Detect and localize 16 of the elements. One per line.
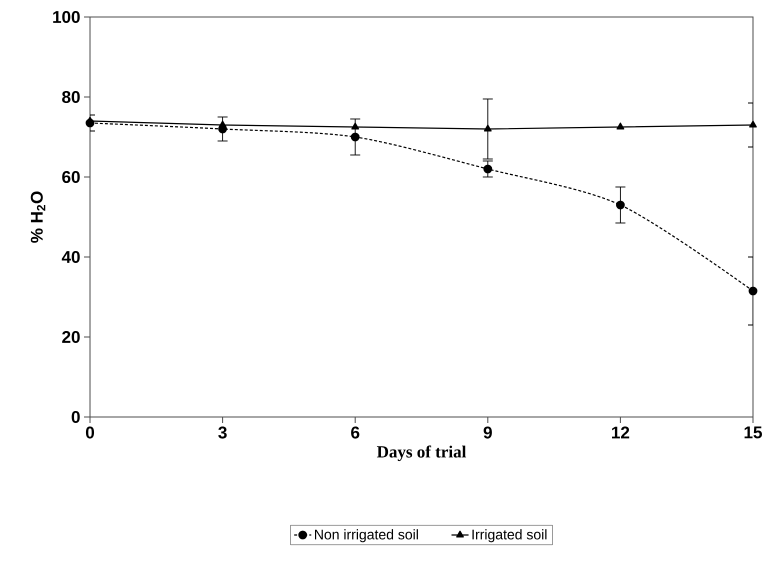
y-axis-title: % H$_{2}$O	[30, 191, 46, 243]
y-tick-label: 20	[62, 330, 80, 344]
legend-label: Irrigated soil	[472, 529, 546, 542]
y-tick-label: 60	[62, 170, 80, 184]
y-tick-label: 100	[53, 10, 80, 24]
y-tick-label: 80	[62, 90, 80, 104]
x-tick-label: 3	[218, 426, 227, 439]
y-tick-label: 0	[72, 410, 80, 424]
x-tick-label: 12	[612, 426, 630, 438]
x-axis-title: Days of trial	[376, 445, 466, 462]
x-tick-label: 15	[744, 426, 762, 438]
y-tick-label: 40	[62, 250, 80, 264]
legend-label: Non irrigated soil	[315, 529, 418, 542]
x-tick-label: 9	[484, 426, 492, 439]
x-tick-label: 6	[351, 426, 360, 439]
x-tick-label: 0	[86, 426, 94, 439]
